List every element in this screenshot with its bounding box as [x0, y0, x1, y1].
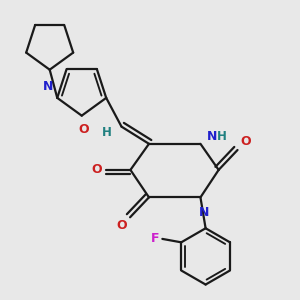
Text: O: O	[92, 164, 102, 176]
Text: N: N	[207, 130, 217, 143]
Text: H: H	[217, 130, 227, 143]
Text: O: O	[240, 135, 251, 148]
Text: N: N	[43, 80, 53, 93]
Text: O: O	[78, 123, 89, 136]
Text: H: H	[102, 126, 112, 139]
Text: O: O	[117, 219, 127, 232]
Text: F: F	[151, 232, 160, 245]
Text: N: N	[199, 206, 209, 219]
